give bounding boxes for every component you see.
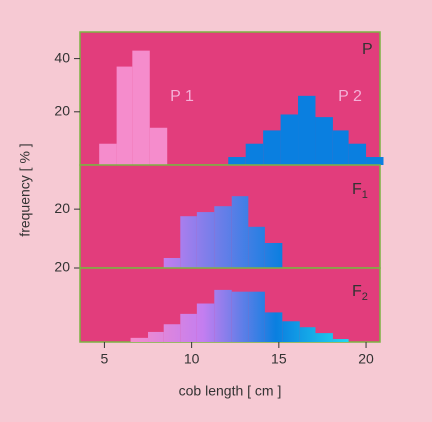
panel-label-sub: 1: [362, 189, 368, 201]
histogram-bar: [348, 143, 367, 165]
histogram-bar: [148, 331, 164, 342]
histogram-bar: [298, 95, 316, 165]
series-label: P 2: [338, 88, 362, 105]
histogram-bar: [132, 50, 150, 166]
series-label: P 1: [170, 88, 194, 105]
histogram-bar: [332, 339, 349, 342]
histogram-bar: [248, 291, 265, 342]
histogram-bar: [264, 242, 283, 268]
panel-label: F1: [352, 181, 368, 201]
histogram-bar: [264, 312, 283, 342]
histogram-bar: [196, 212, 215, 268]
histogram-bar: [214, 289, 232, 342]
histogram-bar: [231, 196, 249, 268]
histogram-bar: [99, 143, 117, 165]
histogram-bar: [280, 114, 299, 165]
y-axis-label: frequency [ % ]: [17, 143, 33, 236]
y-tick-label: 20: [54, 259, 70, 275]
histogram-bar: [366, 157, 384, 165]
histogram-bar: [116, 66, 133, 165]
histogram-bar: [248, 226, 265, 268]
histogram-bar: [180, 216, 197, 268]
histogram-bar: [130, 337, 149, 342]
x-tick-label: 20: [358, 351, 374, 367]
y-tick-label: 20: [54, 103, 70, 119]
panel-label-main: F: [352, 181, 362, 198]
x-tick-label: 10: [184, 351, 200, 367]
histogram-bar: [332, 130, 349, 165]
histogram-bar: [315, 117, 333, 165]
histogram-bar: [196, 303, 215, 342]
histogram-bar: [180, 313, 197, 342]
x-axis-label: cob length [ cm ]: [179, 383, 282, 399]
panel-label-sub: 2: [362, 291, 368, 303]
y-tick-label: 40: [54, 49, 70, 65]
panel-label: F2: [352, 283, 368, 303]
x-tick-label: 15: [271, 351, 287, 367]
histogram-bar: [282, 321, 300, 342]
histogram-bar: [228, 157, 246, 165]
histogram-bar: [231, 291, 249, 342]
panel-label-main: F: [352, 283, 362, 300]
y-tick-label: 20: [54, 200, 70, 216]
histogram-bar: [263, 130, 281, 165]
panel-label-main: P: [362, 41, 373, 58]
histogram-bar: [214, 206, 232, 268]
histogram-bar: [299, 327, 316, 342]
histogram-bar: [245, 143, 264, 165]
histogram-bar: [163, 257, 181, 268]
histogram-bar: [163, 324, 181, 342]
x-tick-label: 5: [101, 351, 109, 367]
panel-label: P: [362, 41, 373, 58]
histogram-bar: [315, 333, 333, 342]
histogram-bar: [149, 127, 168, 165]
